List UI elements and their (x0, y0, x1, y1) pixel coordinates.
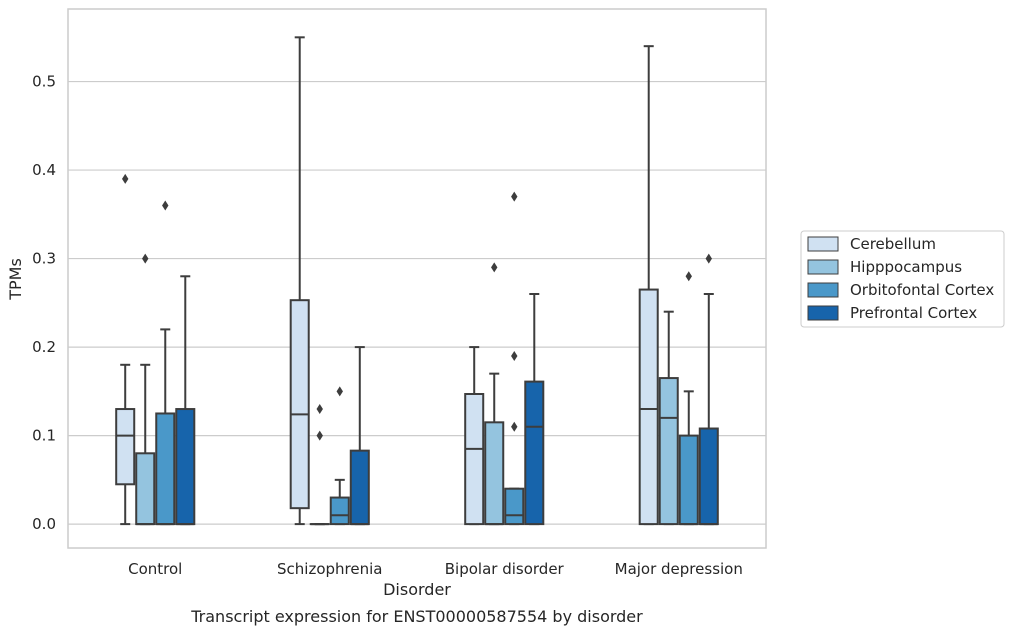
legend-swatch (807, 282, 839, 298)
legend-label: Hipppocampus (850, 258, 962, 276)
box-1-3 (349, 346, 370, 526)
iqr-box (698, 427, 719, 526)
outlier-point (705, 253, 712, 264)
iqr-box (289, 299, 310, 510)
outlier-point (316, 404, 323, 415)
outlier-point (336, 386, 343, 397)
x-axis-label: Disorder (383, 580, 451, 599)
y-tick-label: 0.5 (32, 73, 56, 91)
outlier-point (511, 350, 518, 361)
iqr-box (349, 449, 370, 526)
outlier-point (511, 191, 518, 202)
x-tick-labels: Control Schizophrenia Bipolar disorder Majo… (128, 560, 743, 578)
legend-frame (800, 230, 1005, 328)
box-3-0 (638, 45, 659, 526)
outlier-point (491, 262, 498, 273)
y-tick-labels: 0.0 0.1 0.2 0.3 0.4 0.5 (32, 73, 56, 534)
iqr-box (484, 421, 505, 526)
legend-label: Prefrontal Cortex (850, 304, 977, 322)
y-tick-label: 0.3 (32, 250, 56, 268)
box-1-2 (329, 386, 350, 526)
x-tick-label: Schizophrenia (277, 560, 382, 578)
box-1-1 (309, 404, 330, 526)
y-tick-label: 0.4 (32, 161, 56, 179)
iqr-box (504, 487, 525, 526)
x-tick-label: Major depression (615, 560, 743, 578)
box-0-3 (175, 275, 196, 526)
iqr-box (524, 380, 545, 526)
box-0-1 (135, 253, 156, 526)
y-tick-label: 0.1 (32, 427, 56, 445)
plot-frame (67, 8, 767, 549)
outlier-point (142, 253, 149, 264)
box-3-2 (678, 271, 699, 526)
box-0-0 (115, 173, 136, 526)
chart-caption: Transcript expression for ENST0000058755… (190, 607, 643, 626)
outlier-point (316, 430, 323, 441)
x-tick-label: Bipolar disorder (445, 560, 565, 578)
y-axis-label: TPMs (6, 258, 25, 301)
y-tick-label: 0.2 (32, 338, 56, 356)
box-2-1 (484, 262, 505, 526)
iqr-box (135, 452, 156, 526)
legend-swatch (807, 236, 839, 252)
legend: Cerebellum Hipppocampus Orbitofontal Corte… (800, 230, 1005, 328)
iqr-box (464, 393, 485, 526)
iqr-box (638, 288, 659, 526)
legend-label: Cerebellum (850, 235, 936, 253)
box-2-3 (524, 292, 545, 526)
outlier-point (511, 421, 518, 432)
box-3-1 (658, 310, 679, 526)
box-series (115, 36, 719, 526)
box-0-2 (155, 200, 176, 526)
outlier-point (122, 173, 129, 184)
legend-swatch (807, 259, 839, 275)
outlier-point (162, 200, 169, 211)
legend-label: Orbitofontal Cortex (850, 281, 994, 299)
y-tick-label: 0.0 (32, 515, 56, 533)
iqr-box (658, 377, 679, 526)
box-2-2 (504, 191, 525, 526)
box-2-0 (464, 346, 485, 526)
iqr-box (155, 412, 176, 526)
iqr-box (175, 408, 196, 526)
box-3-3 (698, 253, 719, 526)
legend-swatch (807, 305, 839, 321)
box-1-0 (289, 36, 310, 526)
outlier-point (685, 271, 692, 282)
iqr-box (678, 434, 699, 526)
iqr-box (115, 408, 136, 486)
x-tick-label: Control (128, 560, 182, 578)
iqr-box (329, 496, 350, 526)
